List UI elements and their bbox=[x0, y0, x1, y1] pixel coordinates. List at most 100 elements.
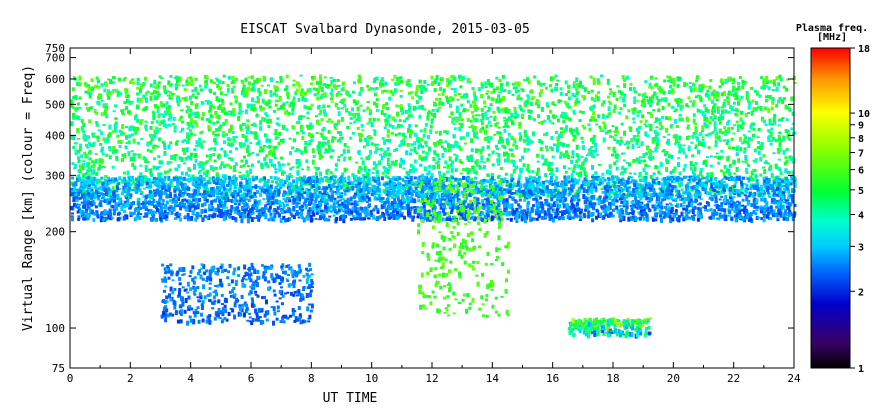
echo-point bbox=[253, 135, 257, 140]
echo-point bbox=[426, 83, 430, 86]
echo-point bbox=[603, 196, 607, 199]
echo-point bbox=[396, 125, 400, 128]
echo-point bbox=[308, 87, 312, 93]
echo-point bbox=[247, 86, 251, 91]
echo-point bbox=[625, 115, 629, 120]
echo-point bbox=[444, 160, 448, 165]
echo-point bbox=[81, 189, 85, 194]
echo-point bbox=[243, 143, 246, 146]
echo-point bbox=[555, 83, 558, 86]
echo-point bbox=[185, 82, 189, 86]
echo-point bbox=[765, 99, 769, 101]
echo-point bbox=[717, 187, 721, 190]
echo-point bbox=[314, 199, 318, 203]
echo-point bbox=[118, 145, 122, 148]
echo-point bbox=[165, 101, 169, 106]
echo-point bbox=[306, 117, 310, 120]
echo-point bbox=[264, 214, 268, 220]
echo-point bbox=[691, 134, 695, 139]
echo-point bbox=[183, 151, 186, 156]
echo-point bbox=[289, 101, 293, 105]
echo-point bbox=[779, 77, 783, 82]
echo-point bbox=[578, 110, 582, 114]
echo-point bbox=[749, 183, 753, 188]
echo-point bbox=[335, 92, 339, 97]
echo-point bbox=[525, 197, 529, 200]
echo-point bbox=[238, 102, 242, 105]
echo-point bbox=[745, 171, 749, 175]
echo-point bbox=[111, 186, 115, 190]
echo-point bbox=[407, 180, 411, 184]
echo-point bbox=[308, 143, 312, 146]
echo-point bbox=[185, 147, 189, 153]
echo-point bbox=[402, 132, 405, 137]
echo-point bbox=[680, 188, 684, 192]
echo-point bbox=[210, 104, 214, 108]
echo-point bbox=[491, 163, 495, 167]
echo-point bbox=[622, 187, 626, 191]
echo-point bbox=[334, 168, 338, 172]
echo-point bbox=[609, 135, 613, 139]
echo-point bbox=[793, 75, 797, 78]
echo-point bbox=[528, 175, 532, 179]
echo-point bbox=[298, 205, 302, 210]
echo-point bbox=[373, 143, 377, 147]
echo-point bbox=[208, 156, 212, 161]
echo-point bbox=[84, 102, 88, 106]
echo-point bbox=[700, 175, 704, 181]
echo-point bbox=[117, 203, 121, 207]
echo-point bbox=[261, 98, 265, 104]
echo-point bbox=[495, 205, 499, 210]
echo-point bbox=[222, 107, 226, 113]
echo-point bbox=[378, 160, 381, 166]
echo-point bbox=[756, 92, 760, 96]
echo-point bbox=[697, 142, 701, 146]
echo-point bbox=[330, 100, 334, 103]
echo-point bbox=[442, 88, 446, 93]
echo-point bbox=[565, 152, 569, 158]
echo-point bbox=[397, 176, 401, 181]
echo-point bbox=[714, 134, 718, 140]
echo-point bbox=[727, 110, 731, 114]
echo-point bbox=[496, 131, 500, 135]
echo-point bbox=[200, 88, 203, 92]
echo-point bbox=[457, 180, 461, 183]
echo-point bbox=[103, 103, 107, 107]
echo-point bbox=[774, 176, 778, 181]
echo-point bbox=[757, 106, 761, 110]
echo-point bbox=[473, 106, 477, 111]
echo-point bbox=[524, 133, 528, 138]
echo-point bbox=[508, 195, 512, 199]
echo-point bbox=[383, 169, 387, 174]
echo-point bbox=[268, 144, 272, 149]
echo-point bbox=[127, 140, 131, 145]
echo-point bbox=[194, 104, 198, 110]
echo-point bbox=[759, 147, 763, 151]
echo-point bbox=[543, 133, 546, 137]
echo-point bbox=[475, 159, 479, 163]
echo-point bbox=[96, 178, 99, 184]
echo-point bbox=[500, 82, 503, 88]
echo-point bbox=[720, 92, 724, 97]
echo-point bbox=[735, 112, 739, 117]
echo-point bbox=[304, 98, 308, 102]
echo-point bbox=[607, 146, 611, 150]
echo-point bbox=[635, 140, 639, 146]
echo-point bbox=[537, 195, 541, 198]
echo-point bbox=[719, 139, 723, 142]
echo-point bbox=[633, 172, 637, 175]
echo-point bbox=[73, 142, 77, 145]
echo-point bbox=[723, 99, 727, 102]
echo-point bbox=[741, 85, 745, 90]
echo-point bbox=[518, 158, 522, 162]
echo-point bbox=[728, 146, 732, 150]
echo-point bbox=[497, 140, 501, 145]
echo-point bbox=[386, 107, 389, 111]
echo-point bbox=[461, 136, 465, 140]
echo-point bbox=[373, 77, 377, 83]
echo-point bbox=[244, 109, 248, 115]
echo-point bbox=[198, 84, 202, 88]
echo-point bbox=[158, 160, 162, 165]
echo-point bbox=[206, 160, 209, 163]
